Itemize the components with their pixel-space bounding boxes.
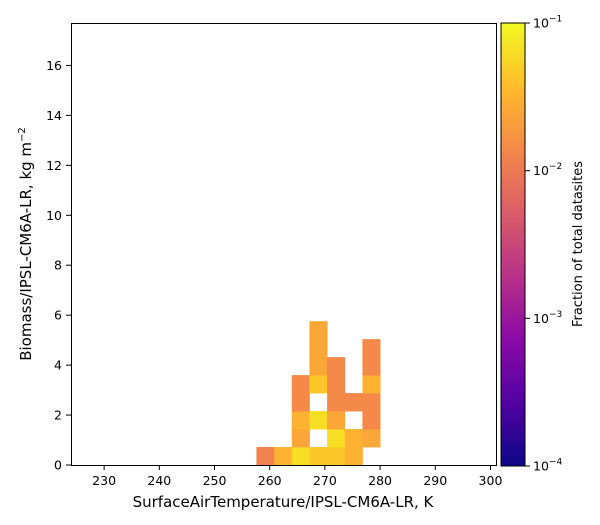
colorbar-tick-base: 10 [533, 311, 549, 326]
heatmap-cell [291, 429, 310, 448]
heatmap-cell [344, 393, 363, 412]
y-tick-label: 8 [54, 258, 62, 273]
heatmap-cell [327, 357, 346, 376]
heatmap-cell [291, 375, 310, 394]
colorbar-ticks: 10−110−210−310−4 [525, 15, 562, 474]
y-axis-label-superscript: −2 [17, 127, 28, 142]
heatmap-cell [362, 429, 381, 448]
colorbar-frame [500, 22, 526, 467]
heatmap-cell [309, 447, 328, 466]
y-axis-label: Biomass/IPSL-CM6A-LR, kg m−2 [17, 127, 35, 361]
heatmap-cell [327, 375, 346, 394]
x-tick-label: 290 [423, 473, 447, 488]
colorbar-tick-label: 10−2 [533, 162, 562, 178]
colorbar-tick-exponent: −2 [549, 162, 562, 172]
colorbar-tick-exponent: −3 [549, 310, 562, 320]
y-tick-label: 14 [46, 108, 62, 123]
y-tick-label: 6 [54, 308, 62, 323]
heatmap-cell [327, 411, 346, 430]
y-tick-label: 4 [54, 358, 62, 373]
heatmap-cell [291, 411, 310, 430]
x-tick-label: 300 [479, 473, 503, 488]
plot-frame [71, 23, 497, 466]
heatmap-cell [309, 411, 328, 430]
y-tick-label: 12 [46, 158, 62, 173]
colorbar-tick-exponent: −4 [549, 458, 563, 468]
x-tick-label: 240 [147, 473, 171, 488]
heatmap-cell [291, 393, 310, 412]
heatmap-cell [309, 339, 328, 358]
heatmap-cell [274, 447, 293, 466]
colorbar [501, 23, 525, 466]
colorbar-tick-base: 10 [533, 459, 549, 474]
colorbar-tick-label: 10−3 [533, 310, 562, 326]
heatmap-cell [327, 447, 346, 466]
y-axis-label-main: Biomass/IPSL-CM6A-LR, kg m [17, 142, 35, 361]
colorbar-tick-exponent: −1 [549, 15, 562, 25]
colorbar-tick-label: 10−4 [533, 458, 562, 474]
heatmap-cell [309, 375, 328, 394]
y-tick-label: 0 [54, 458, 62, 473]
heatmap-cell [291, 447, 310, 466]
heatmap-cell [362, 375, 381, 394]
x-tick-label: 260 [258, 473, 282, 488]
x-tick-label: 270 [313, 473, 337, 488]
x-tick-label: 280 [368, 473, 392, 488]
heatmap-cell [362, 393, 381, 412]
y-tick-label: 16 [46, 58, 62, 73]
heatmap-cells [256, 321, 381, 466]
heatmap-cell [309, 357, 328, 376]
heatmap-cell [344, 447, 363, 466]
y-axis-ticks: 0 2 4 6 8 10 12 14 16 [46, 58, 71, 473]
heatmap-cell [327, 429, 346, 448]
x-axis-label: SurfaceAirTemperature/IPSL-CM6A-LR, K [133, 493, 435, 511]
y-tick-label: 2 [54, 408, 62, 423]
heatmap-cell [344, 429, 363, 448]
heatmap-cell [362, 339, 381, 358]
heatmap-cell [362, 411, 381, 430]
colorbar-tick-base: 10 [533, 16, 549, 31]
y-tick-label: 10 [46, 208, 62, 223]
heatmap-cell [309, 321, 328, 340]
heatmap-cell [327, 393, 346, 412]
colorbar-tick-label: 10−1 [533, 15, 562, 31]
heatmap-cell [256, 447, 275, 466]
colorbar-tick-base: 10 [533, 163, 549, 178]
x-axis-ticks: 230 240 250 260 270 280 290 300 [92, 465, 502, 488]
x-tick-label: 250 [203, 473, 227, 488]
heatmap-cell [362, 357, 381, 376]
x-tick-label: 230 [92, 473, 116, 488]
colorbar-label: Fraction of total datasites [571, 161, 586, 327]
